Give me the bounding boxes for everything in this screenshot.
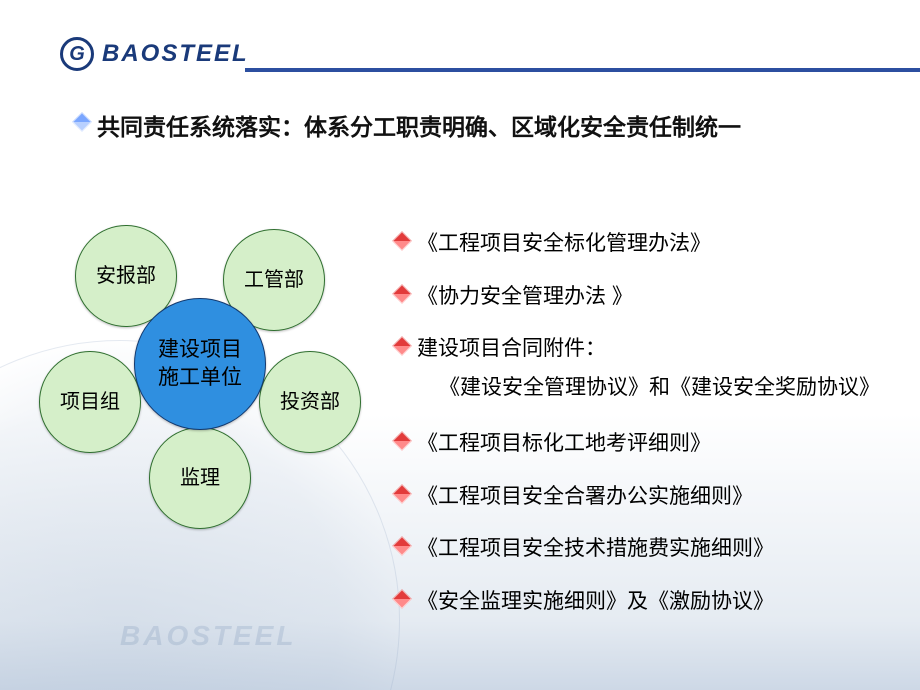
diamond-bullet-icon [392,484,412,504]
diagram-node-label: 投资部 [280,389,340,416]
org-hub-diagram: 安报部 工管部投资部监理 项目组 建设项目施工单位 [38,200,382,544]
bullet-text: 《工程项目安全标化管理办法》 [417,228,711,261]
diagram-node-label: 项目组 [60,389,120,416]
page-title: 共同责任系统落实：体系分工职责明确、区域化安全责任制统一 [97,108,741,142]
bullet-row: 《协力安全管理办法 》 [395,281,896,314]
diamond-bullet-icon [72,112,92,132]
diagram-node-label: 监理 [180,465,220,492]
bullet-text: 《安全监理实施细则》及《激励协议》 [417,586,774,619]
diagram-node: 监理 [149,427,251,529]
diamond-bullet-icon [392,589,412,609]
bullet-text: 《工程项目安全技术措施费实施细则》 [417,533,774,566]
diagram-node: 项目组 [39,351,141,453]
diamond-bullet-icon [392,231,412,251]
bullet-row: 《工程项目安全技术措施费实施细则》 [395,533,896,566]
header-underline [245,68,920,72]
baosteel-logo-icon: G [60,37,94,71]
diamond-bullet-icon [392,284,412,304]
page-title-row: 共同责任系统落实：体系分工职责明确、区域化安全责任制统一 [75,108,890,142]
bullet-text: 《工程项目安全合署办公实施细则》 [417,481,753,514]
bullet-text: 《协力安全管理办法 》 [417,281,633,314]
diamond-bullet-icon [392,536,412,556]
bullet-row: 《安全监理实施细则》及《激励协议》 [395,586,896,619]
diagram-node-label: 安报部 [96,263,156,290]
diagram-node: 投资部 [259,351,361,453]
bullet-list: 《工程项目安全标化管理办法》《协力安全管理办法 》建设项目合同附件： 《建设安全管… [395,228,896,638]
bullet-row: 《工程项目标化工地考评细则》 [395,428,896,461]
baosteel-logo-text: BAOSTEEL [102,40,249,68]
diamond-bullet-icon [392,431,412,451]
bullet-row: 建设项目合同附件： 《建设安全管理协议》和《建设安全奖励协议》 [395,333,896,404]
bullet-row: 《工程项目安全合署办公实施细则》 [395,481,896,514]
diagram-center-label: 建设项目施工单位 [158,336,242,393]
diagram-node-label: 工管部 [244,267,304,294]
background-watermark-text: BAOSTEEL [120,620,296,652]
bullet-row: 《工程项目安全标化管理办法》 [395,228,896,261]
diagram-center-node: 建设项目施工单位 [134,298,266,430]
diamond-bullet-icon [392,336,412,356]
bullet-text: 建设项目合同附件： [417,333,880,366]
bullet-subtext: 《建设安全管理协议》和《建设安全奖励协议》 [439,372,880,405]
bullet-text: 《工程项目标化工地考评细则》 [417,428,711,461]
